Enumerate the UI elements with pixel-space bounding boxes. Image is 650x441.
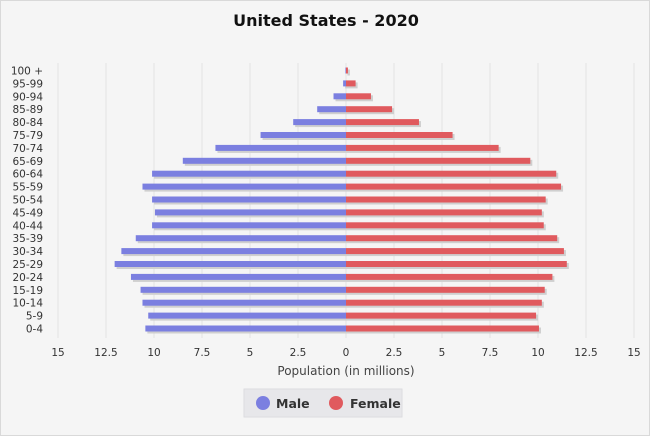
x-tick-label: 7.5 xyxy=(194,347,211,359)
y-tick-label: 10-14 xyxy=(12,298,43,310)
x-tick-label: 12.5 xyxy=(574,347,597,359)
bar-male-59[interactable] xyxy=(148,312,346,319)
bar-male-4549[interactable] xyxy=(154,209,346,216)
y-tick-label: 25-29 xyxy=(12,259,43,271)
bar-male-8084[interactable] xyxy=(293,119,346,126)
x-tick-label: 2.5 xyxy=(386,347,403,359)
y-tick-label: 100 + xyxy=(11,66,43,78)
bar-female-59[interactable] xyxy=(346,312,537,319)
bar-male-3034[interactable] xyxy=(121,248,346,255)
x-axis-tick-labels: 15 12.5 10 7.5 5 2.5 0 2.5 5 7.5 10 12.5 15 xyxy=(51,347,640,359)
x-axis-label: Population (in millions) xyxy=(277,364,414,378)
legend-female-label[interactable]: Female xyxy=(350,396,401,411)
legend-female-swatch[interactable] xyxy=(329,396,343,410)
bar-female-6064[interactable] xyxy=(346,170,557,177)
bar-male-5054[interactable] xyxy=(152,196,346,203)
x-tick-label: 15 xyxy=(51,347,64,359)
bar-male-1519[interactable] xyxy=(140,286,346,293)
x-tick-label: 2.5 xyxy=(290,347,307,359)
x-tick-label: 10 xyxy=(531,347,544,359)
y-tick-label: 60-64 xyxy=(12,169,43,181)
bar-female-8084[interactable] xyxy=(346,119,419,126)
bar-female-5559[interactable] xyxy=(346,183,562,190)
bar-female-8589[interactable] xyxy=(346,106,393,113)
x-tick-label: 7.5 xyxy=(482,347,499,359)
y-tick-label: 70-74 xyxy=(12,143,43,155)
y-axis-tick-labels: 100 +95-9990-9485-8980-8475-7970-7465-69… xyxy=(11,66,44,336)
bar-male-9094[interactable] xyxy=(333,93,346,100)
y-tick-label: 55-59 xyxy=(12,182,43,194)
bar-male-2024[interactable] xyxy=(130,273,346,280)
bar-male-9599[interactable] xyxy=(343,80,346,87)
bar-female-1519[interactable] xyxy=(346,286,545,293)
bar-female-shadow xyxy=(348,69,350,76)
y-tick-label: 80-84 xyxy=(12,117,43,129)
bar-male-1014[interactable] xyxy=(142,299,346,306)
bar-female-5054[interactable] xyxy=(346,196,546,203)
bar-female-3034[interactable] xyxy=(346,248,564,255)
bar-female-7074[interactable] xyxy=(346,144,499,151)
bar-male-7579[interactable] xyxy=(260,132,346,138)
bar-female-1014[interactable] xyxy=(346,299,542,306)
bar-female-6569[interactable] xyxy=(346,157,531,164)
y-tick-label: 20-24 xyxy=(12,272,43,284)
legend: Male Female xyxy=(243,388,403,418)
y-tick-label: 90-94 xyxy=(12,91,43,103)
bar-female-9094[interactable] xyxy=(346,93,371,100)
bar-male-8589[interactable] xyxy=(317,106,346,113)
x-tick-label: 10 xyxy=(147,347,160,359)
bar-male-7074[interactable] xyxy=(215,144,346,151)
legend-box xyxy=(243,388,403,418)
x-tick-label: 15 xyxy=(627,347,640,359)
y-tick-label: 45-49 xyxy=(12,207,43,219)
bar-male-2529[interactable] xyxy=(114,261,346,267)
x-tick-label: 0 xyxy=(343,347,350,359)
bar-male-3539[interactable] xyxy=(135,235,346,242)
bar-female-4549[interactable] xyxy=(346,209,542,216)
bar-female-7579[interactable] xyxy=(346,132,453,138)
bar-male-6064[interactable] xyxy=(152,170,346,177)
y-tick-label: 30-34 xyxy=(12,246,43,258)
y-tick-label: 35-39 xyxy=(12,233,43,245)
bar-male-5559[interactable] xyxy=(142,183,346,190)
bar-female-3539[interactable] xyxy=(346,235,558,242)
y-tick-label: 15-19 xyxy=(12,285,43,297)
bar-male-6569[interactable] xyxy=(182,157,346,164)
bar-female-100[interactable] xyxy=(346,67,348,74)
y-tick-label: 65-69 xyxy=(12,156,43,168)
y-tick-label: 85-89 xyxy=(12,104,43,116)
bar-male-4044[interactable] xyxy=(152,222,346,229)
bar-female-04[interactable] xyxy=(346,325,539,332)
legend-male-label[interactable]: Male xyxy=(276,396,310,411)
bars xyxy=(114,67,569,334)
x-tick-label: 12.5 xyxy=(94,347,117,359)
bar-female-2529[interactable] xyxy=(346,261,567,267)
bar-female-4044[interactable] xyxy=(346,222,544,229)
y-tick-label: 75-79 xyxy=(12,130,43,142)
y-tick-label: 50-54 xyxy=(12,195,43,207)
bar-female-2024[interactable] xyxy=(346,273,553,280)
y-tick-label: 0-4 xyxy=(26,324,43,336)
bar-female-9599[interactable] xyxy=(346,80,356,87)
legend-male-swatch[interactable] xyxy=(256,396,270,410)
bar-male-100[interactable] xyxy=(345,67,346,74)
y-tick-label: 95-99 xyxy=(12,78,43,90)
x-tick-label: 5 xyxy=(247,347,254,359)
x-tick-label: 5 xyxy=(439,347,446,359)
y-tick-label: 40-44 xyxy=(12,220,43,232)
bar-male-04[interactable] xyxy=(145,325,346,332)
y-tick-label: 5-9 xyxy=(26,311,43,323)
chart-title: United States - 2020 xyxy=(233,11,419,30)
